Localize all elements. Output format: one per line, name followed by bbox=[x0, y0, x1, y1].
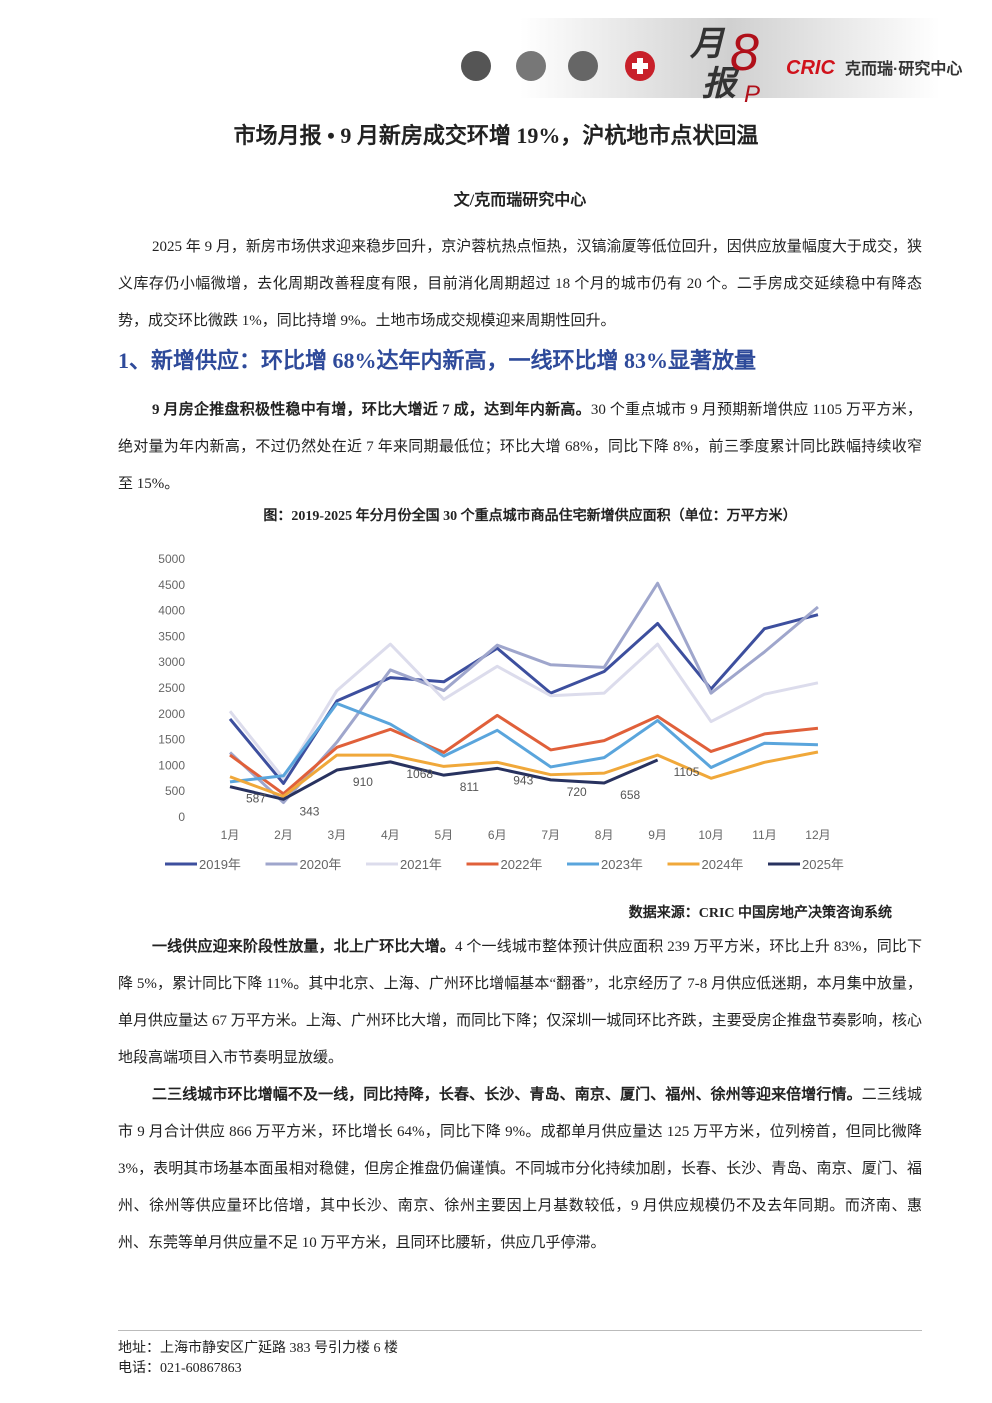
line-series bbox=[229, 758, 659, 801]
x-tick-label: 10月 bbox=[698, 828, 723, 842]
icon-cross bbox=[637, 58, 643, 74]
body: 30 个重点城市 9 月预期新增供应 1105 万平方米，绝对量为年内新高，不过… bbox=[118, 402, 922, 492]
legend-label: 2024年 bbox=[702, 857, 744, 872]
x-tick-label: 6月 bbox=[488, 828, 507, 842]
line-series bbox=[229, 701, 818, 784]
x-tick-label: 12月 bbox=[805, 828, 830, 842]
y-tick-label: 1500 bbox=[158, 733, 185, 747]
y-tick-label: 3500 bbox=[158, 629, 185, 643]
data-label: 910 bbox=[353, 775, 373, 789]
header: 月 报 8 P CRIC 克而瑞·研究中心 bbox=[461, 18, 962, 108]
paragraph: 一线供应迎来阶段性放量，北上广环比大增。4 个一线城市整体预计供应面积 239 … bbox=[118, 929, 922, 1077]
x-tick-label: 11月 bbox=[752, 828, 776, 842]
x-tick-label: 5月 bbox=[434, 828, 453, 842]
x-tick-label: 7月 bbox=[541, 828, 560, 842]
y-tick-label: 500 bbox=[165, 784, 185, 798]
lead: 二三线城市环比增幅不及一线，同比持降，长春、长沙、青岛、南京、厦门、福州、徐州等… bbox=[152, 1087, 862, 1103]
y-tick-label: 4000 bbox=[158, 604, 185, 618]
data-label: 343 bbox=[299, 804, 319, 818]
byline: 文/克而瑞研究中心 bbox=[453, 192, 587, 209]
data-label: 1068 bbox=[406, 767, 433, 781]
line-series bbox=[229, 750, 819, 798]
legend-label: 2021年 bbox=[400, 857, 442, 872]
data-label: 1105 bbox=[674, 765, 700, 779]
chart-source: 数据来源：CRIC 中国房地产决策咨询系统 bbox=[628, 906, 892, 921]
line-series bbox=[229, 713, 819, 796]
legend-label: 2019年 bbox=[199, 857, 241, 872]
x-tick-label: 3月 bbox=[328, 828, 347, 842]
legend-label: 2025年 bbox=[802, 857, 844, 872]
paragraph: 9 月房企推盘积极性稳中有增，环比大增近 7 成，达到年内新高。30 个重点城市… bbox=[118, 392, 922, 503]
icon bbox=[516, 51, 546, 81]
chart: 0 500 1000 1500 2000 2500 3000 3500 4000 4500 5000… bbox=[158, 552, 844, 872]
y-tick-label: 5000 bbox=[158, 552, 185, 566]
data-label: 811 bbox=[460, 780, 479, 794]
lead: 一线供应迎来阶段性放量，北上广环比大增。 bbox=[152, 939, 455, 955]
data-label: 943 bbox=[513, 773, 533, 787]
icon bbox=[568, 51, 598, 81]
footer-address: 地址：上海市静安区广延路 383 号引力楼 6 楼 bbox=[118, 1341, 398, 1356]
logo: CRIC bbox=[786, 57, 835, 79]
x-tick-label: 8月 bbox=[595, 828, 614, 842]
data-label: 658 bbox=[620, 788, 640, 802]
section-heading: 1、新增供应：环比增 68%达年内新高，一线环比增 83%显著放量 bbox=[118, 348, 757, 373]
legend-label: 2023年 bbox=[601, 857, 643, 872]
data-label: 720 bbox=[567, 785, 587, 799]
line-series bbox=[228, 642, 819, 780]
lead: 9 月房企推盘积极性稳中有增，环比大增近 7 成，达到年内新高。 bbox=[152, 402, 591, 418]
y-tick-label: 0 bbox=[178, 810, 185, 824]
y-tick-label: 3000 bbox=[158, 655, 185, 669]
body: 二三线城市 9 月合计供应 866 万平方米，环比增长 64%，同比下降 9%。… bbox=[118, 1087, 922, 1251]
brand-p: P bbox=[744, 81, 760, 108]
footer-phone: 电话：021-60867863 bbox=[118, 1361, 242, 1376]
y-tick-label: 2000 bbox=[158, 707, 185, 721]
x-tick-label: 1月 bbox=[221, 828, 240, 842]
chart-title: 图：2019-2025 年分月份全国 30 个重点城市商品住宅新增供应面积（单位… bbox=[263, 509, 797, 524]
body: 4 个一线城市整体预计供应面积 239 万平方米，环比上升 83%，同比下降 5… bbox=[118, 939, 922, 1066]
brand: 月 bbox=[689, 25, 726, 63]
paragraph: 二三线城市环比增幅不及一线，同比持降，长春、长沙、青岛、南京、厦门、福州、徐州等… bbox=[118, 1077, 922, 1262]
y-tick-label: 4500 bbox=[158, 578, 185, 592]
y-tick-label: 2500 bbox=[158, 681, 185, 695]
y-tick-label: 1000 bbox=[158, 758, 185, 772]
x-tick-label: 2月 bbox=[274, 828, 293, 842]
x-tick-label: 9月 bbox=[648, 828, 667, 842]
x-tick-label: 4月 bbox=[381, 828, 400, 842]
legend-label: 2022年 bbox=[501, 857, 543, 872]
title: 市场月报 • 9 月新房成交环增 19%，沪杭地市点状回温 bbox=[233, 123, 759, 148]
logo-text: 克而瑞·研究中心 bbox=[845, 59, 962, 78]
paragraph: 2025 年 9 月，新房市场供求迎来稳步回升，京沪蓉杭热点恒热，汉镐渝厦等低位… bbox=[118, 239, 922, 329]
legend-label: 2020年 bbox=[300, 857, 342, 872]
brand: 报 bbox=[702, 65, 741, 103]
line-series bbox=[228, 581, 819, 805]
data-label: 587 bbox=[246, 792, 266, 806]
footer-rule bbox=[118, 1330, 922, 1331]
brand-num: 8 bbox=[730, 24, 759, 82]
icon bbox=[461, 51, 491, 81]
